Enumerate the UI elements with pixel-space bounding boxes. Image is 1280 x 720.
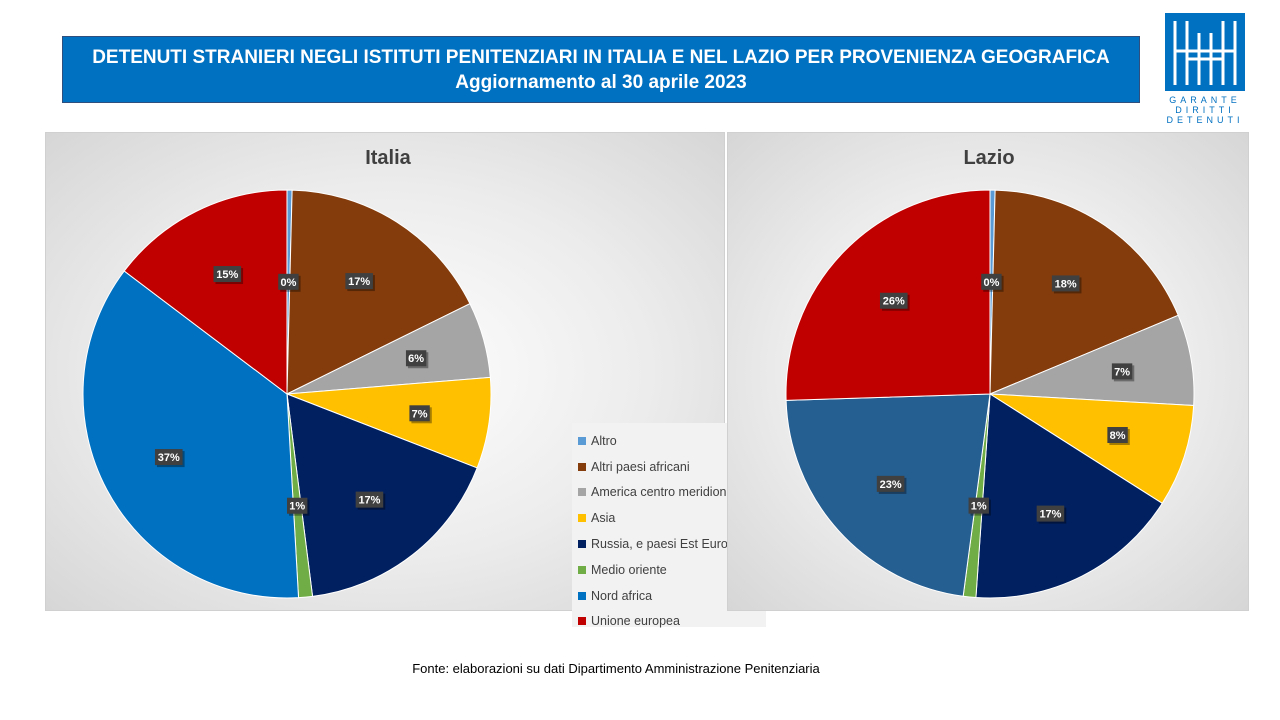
legend-item-nord-africa: Nord africa (578, 583, 766, 609)
data-label-text: 7% (412, 408, 428, 420)
garante-logo: GARANTE DIRITTI DETENUTI (1162, 13, 1248, 129)
legend-item-medio-oriente: Medio oriente (578, 557, 766, 583)
legend-item-altro: Altro (578, 428, 766, 454)
legend-swatch (578, 514, 586, 523)
legend-swatch (578, 565, 586, 574)
data-label: 8% (1107, 427, 1130, 446)
data-label: 17% (345, 273, 375, 292)
legend-item-russia-e-paesi-est-europa: Russia, e paesi Est Europa (578, 531, 766, 557)
data-label: 17% (1036, 505, 1067, 524)
legend-label: Altri paesi africani (591, 459, 690, 474)
data-label-text: 18% (1055, 278, 1077, 290)
legend-label: Russia, e paesi Est Europa (591, 537, 742, 552)
chart-panel-lazio: Lazio 0% 18% 7% 8% 17% 1% 23% 26% (727, 132, 1249, 611)
data-label-text: 17% (348, 276, 370, 288)
legend-item-asia: Asia (578, 505, 766, 531)
data-label-text: 7% (1114, 366, 1130, 378)
chart-title-lazio: Lazio (963, 147, 1015, 169)
source-note: Fonte: elaborazioni su dati Dipartimento… (412, 661, 820, 676)
data-label-text: 26% (883, 296, 905, 308)
legend-label: Medio oriente (591, 562, 667, 577)
logo-text-line: DETENUTI (1166, 115, 1244, 125)
data-label: 0% (278, 273, 301, 292)
data-label-text: 15% (216, 269, 238, 281)
data-label: 23% (876, 475, 907, 494)
data-label: 15% (213, 266, 244, 285)
data-label: 37% (154, 449, 185, 468)
data-label: 0% (981, 273, 1004, 292)
legend-label: Altro (591, 433, 617, 448)
data-label: 18% (1051, 275, 1082, 294)
legend-label: Asia (591, 511, 616, 526)
legend-label: America centro meridionale (591, 485, 744, 500)
data-label-text: 8% (1110, 430, 1126, 442)
pie-slice-nord-africa (785, 393, 991, 597)
pie-slice-nord-africa (82, 270, 300, 599)
data-label-text: 1% (289, 501, 305, 513)
legend-swatch (578, 462, 586, 471)
logo-mark-icon (1165, 13, 1245, 91)
data-label-text: 37% (158, 452, 180, 464)
chart-title-italia: Italia (365, 147, 411, 169)
data-label-text: 17% (1039, 509, 1061, 521)
data-label: 1% (287, 497, 310, 516)
data-label-text: 17% (358, 495, 380, 507)
data-label-text: 0% (280, 277, 296, 289)
data-label: 17% (355, 491, 386, 510)
logo-text-line: DIRITTI (1175, 105, 1235, 115)
legend-item-altri-paesi-africani: Altri paesi africani (578, 454, 766, 480)
title-banner: DETENUTI STRANIERI NEGLI ISTITUTI PENITE… (62, 36, 1140, 103)
title-line-1: DETENUTI STRANIERI NEGLI ISTITUTI PENITE… (92, 46, 1110, 68)
pie-slice-asia (988, 393, 1195, 504)
data-label: 6% (405, 350, 429, 369)
data-label-text: 1% (971, 501, 987, 513)
pie-slice-altri-paesi-africani (989, 189, 1179, 395)
logo-text-line: GARANTE (1169, 95, 1241, 105)
logo-text: GARANTE DIRITTI DETENUTI (1162, 95, 1248, 125)
legend-swatch (578, 436, 586, 445)
pie-slice-unione-europea (123, 189, 288, 396)
legend-item-america-centro-meridionale: America centro meridionale (578, 480, 766, 506)
pie-chart-lazio: 0% 18% 7% 8% 17% 1% 23% 26% (785, 189, 1195, 599)
legend-swatch (578, 540, 586, 549)
legend-label: Nord africa (591, 588, 653, 603)
legend-swatch (578, 488, 586, 497)
data-label-text: 0% (983, 277, 999, 289)
pie-slice-altri-paesi-africani (286, 189, 471, 395)
legend-label: Unione europea (591, 614, 680, 629)
legend-swatch (578, 617, 586, 626)
chart-panel-italia: Italia 0% 17% 6% 7% 17% 1% 37% 15% Altro Altri p… (45, 132, 766, 628)
pie-slice-russia-e-paesi-est-europa (975, 393, 1163, 599)
pie-chart-italia: 0% 17% 6% 7% 17% 1% 37% 15% (82, 189, 492, 599)
legend-swatch (578, 591, 586, 600)
data-label-text: 6% (408, 353, 424, 365)
title-line-2: Aggiornamento al 30 aprile 2023 (455, 71, 747, 93)
data-label: 1% (968, 497, 991, 516)
data-label: 26% (879, 292, 910, 311)
legend-item-unione-europea: Unione europea (578, 609, 766, 635)
data-label: 7% (409, 405, 432, 424)
data-label-text: 23% (880, 479, 902, 491)
data-label: 7% (1111, 363, 1135, 382)
